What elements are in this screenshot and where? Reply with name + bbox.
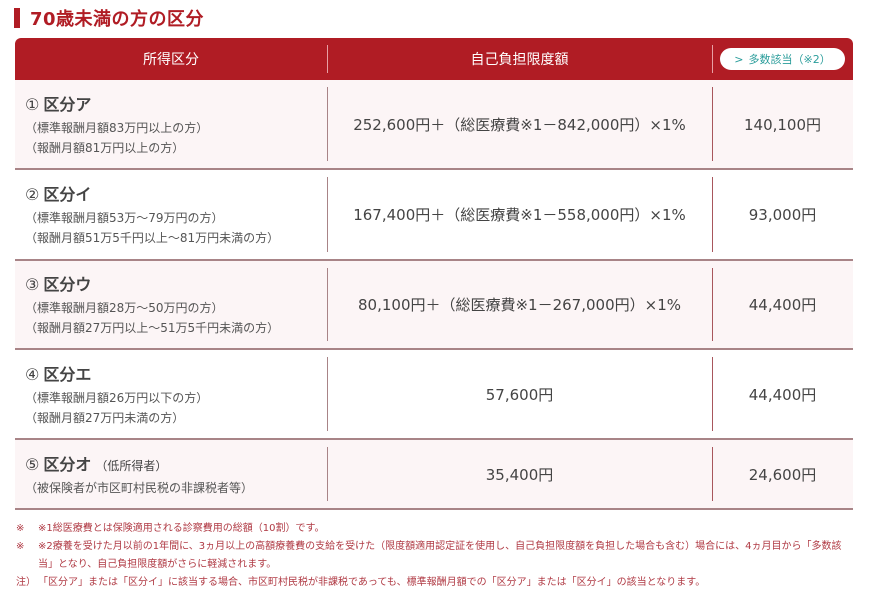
multiple-cell: 44,400円 (712, 261, 853, 348)
header-income-category: 所得区分 (143, 52, 199, 68)
section-title-text: 70歳未満の方の区分 (30, 9, 205, 30)
category-desc-1: （被保険者が市区町村民税の非課税者等） (25, 480, 254, 495)
multiple-badge-label: 多数該当（※2） (748, 53, 831, 66)
category-title: ⑤ 区分オ （低所得者） (25, 451, 167, 475)
category-title: ④ 区分エ (25, 361, 91, 385)
limit-table: 所得区分 自己負担限度額 > 多数該当（※2） ① 区分ア （標準報酬月額83万円以… (15, 38, 853, 510)
limit-cell: 35,400円 (327, 440, 712, 508)
footnote: 注） 「区分ア」または「区分イ」に該当する場合、市区町村民税が非課税であっても、… (16, 574, 856, 592)
category-title: ② 区分イ (25, 181, 91, 205)
footnote: ※ ※1総医療費とは保険適用される診察費用の総額（10割）です。 (16, 520, 856, 538)
limit-cell: 252,600円＋（総医療費※1－842,000円）×1% (327, 80, 712, 168)
limit-cell: 80,100円＋（総医療費※1－267,000円）×1% (327, 261, 712, 348)
footnote-text: ※2療養を受けた月以前の1年間に、3ヵ月以上の高額療養費の支給を受けた（限度額適… (38, 541, 842, 570)
footnote-mark: ※ (16, 523, 25, 534)
category-title: ① 区分ア (25, 91, 91, 115)
section-title: 70歳未満の方の区分 (14, 6, 204, 30)
footnotes: ※ ※1総医療費とは保険適用される診察費用の総額（10割）です。 ※ ※2療養を… (16, 520, 856, 592)
limit-cell: 167,400円＋（総医療費※1－558,000円）×1% (327, 170, 712, 259)
category-desc-1: （標準報酬月額26万円以下の方） (25, 390, 209, 405)
table-row: ④ 区分エ （標準報酬月額26万円以下の方） （報酬月額27万円未満の方） 57,… (15, 350, 853, 440)
header-multiple: > 多数該当（※2） (712, 38, 853, 80)
category-number: ③ (25, 275, 40, 294)
category-desc-2: （報酬月額27万円未満の方） (25, 410, 185, 425)
footnote-text: ※1総医療費とは保険適用される診察費用の総額（10割）です。 (38, 523, 325, 534)
header-limit: 自己負担限度額 (327, 38, 712, 80)
category-desc-2: （報酬月額51万5千円以上～81万円未満の方） (25, 231, 280, 245)
category-desc-1: （標準報酬月額28万～50万円の方） (25, 301, 224, 315)
category-name: 区分ウ (43, 275, 92, 294)
category-cell: ⑤ 区分オ （低所得者） （被保険者が市区町村民税の非課税者等） (15, 440, 327, 508)
multiple-badge-link[interactable]: > 多数該当（※2） (720, 48, 845, 70)
footnote-mark: ※ (16, 541, 25, 552)
footnote: ※ ※2療養を受けた月以前の1年間に、3ヵ月以上の高額療養費の支給を受けた（限度… (16, 538, 856, 574)
category-name: 区分エ (43, 364, 92, 384)
category-sub: （低所得者） (95, 458, 168, 473)
multiple-cell: 44,400円 (712, 350, 853, 438)
category-name: 区分ア (43, 94, 92, 114)
category-number: ② (25, 185, 40, 204)
category-desc-2: （報酬月額27万円以上～51万5千円未満の方） (25, 321, 280, 335)
multiple-cell: 24,600円 (712, 440, 853, 508)
category-cell: ③ 区分ウ （標準報酬月額28万～50万円の方） （報酬月額27万円以上～51万5… (15, 261, 327, 348)
category-cell: ① 区分ア （標準報酬月額83万円以上の方） （報酬月額81万円以上の方） (15, 80, 327, 168)
category-desc-1: （標準報酬月額53万～79万円の方） (25, 211, 224, 225)
footnote-mark: 注） (16, 577, 36, 588)
category-name: 区分オ (43, 454, 92, 474)
table-row: ⑤ 区分オ （低所得者） （被保険者が市区町村民税の非課税者等） 35,400円 2… (15, 440, 853, 510)
table-header: 所得区分 自己負担限度額 > 多数該当（※2） (15, 38, 853, 80)
multiple-cell: 93,000円 (712, 170, 853, 259)
table-row: ③ 区分ウ （標準報酬月額28万～50万円の方） （報酬月額27万円以上～51万5… (15, 261, 853, 350)
footnote-text: 「区分ア」または「区分イ」に該当する場合、市区町村民税が非課税であっても、標準報… (38, 577, 706, 588)
category-number: ① (25, 94, 40, 114)
category-name: 区分イ (43, 185, 92, 204)
title-accent-bar (14, 8, 20, 28)
table-row: ② 区分イ （標準報酬月額53万～79万円の方） （報酬月額51万5千円以上～81… (15, 170, 853, 261)
multiple-cell: 140,100円 (712, 80, 853, 168)
category-cell: ④ 区分エ （標準報酬月額26万円以下の方） （報酬月額27万円未満の方） (15, 350, 327, 438)
category-number: ④ (25, 364, 40, 384)
category-title: ③ 区分ウ (25, 271, 91, 295)
category-cell: ② 区分イ （標準報酬月額53万～79万円の方） （報酬月額51万5千円以上～81… (15, 170, 327, 259)
category-desc-2: （報酬月額81万円以上の方） (25, 140, 185, 155)
category-desc-1: （標準報酬月額83万円以上の方） (25, 120, 209, 135)
limit-cell: 57,600円 (327, 350, 712, 438)
chevron-right-icon: > (734, 53, 744, 66)
table-row: ① 区分ア （標準報酬月額83万円以上の方） （報酬月額81万円以上の方） 252… (15, 80, 853, 170)
category-number: ⑤ (25, 454, 40, 474)
